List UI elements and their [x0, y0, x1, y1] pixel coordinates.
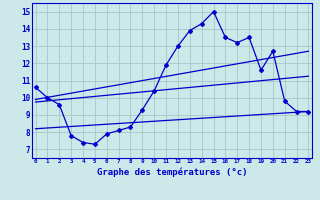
- X-axis label: Graphe des températures (°c): Graphe des températures (°c): [97, 167, 247, 177]
